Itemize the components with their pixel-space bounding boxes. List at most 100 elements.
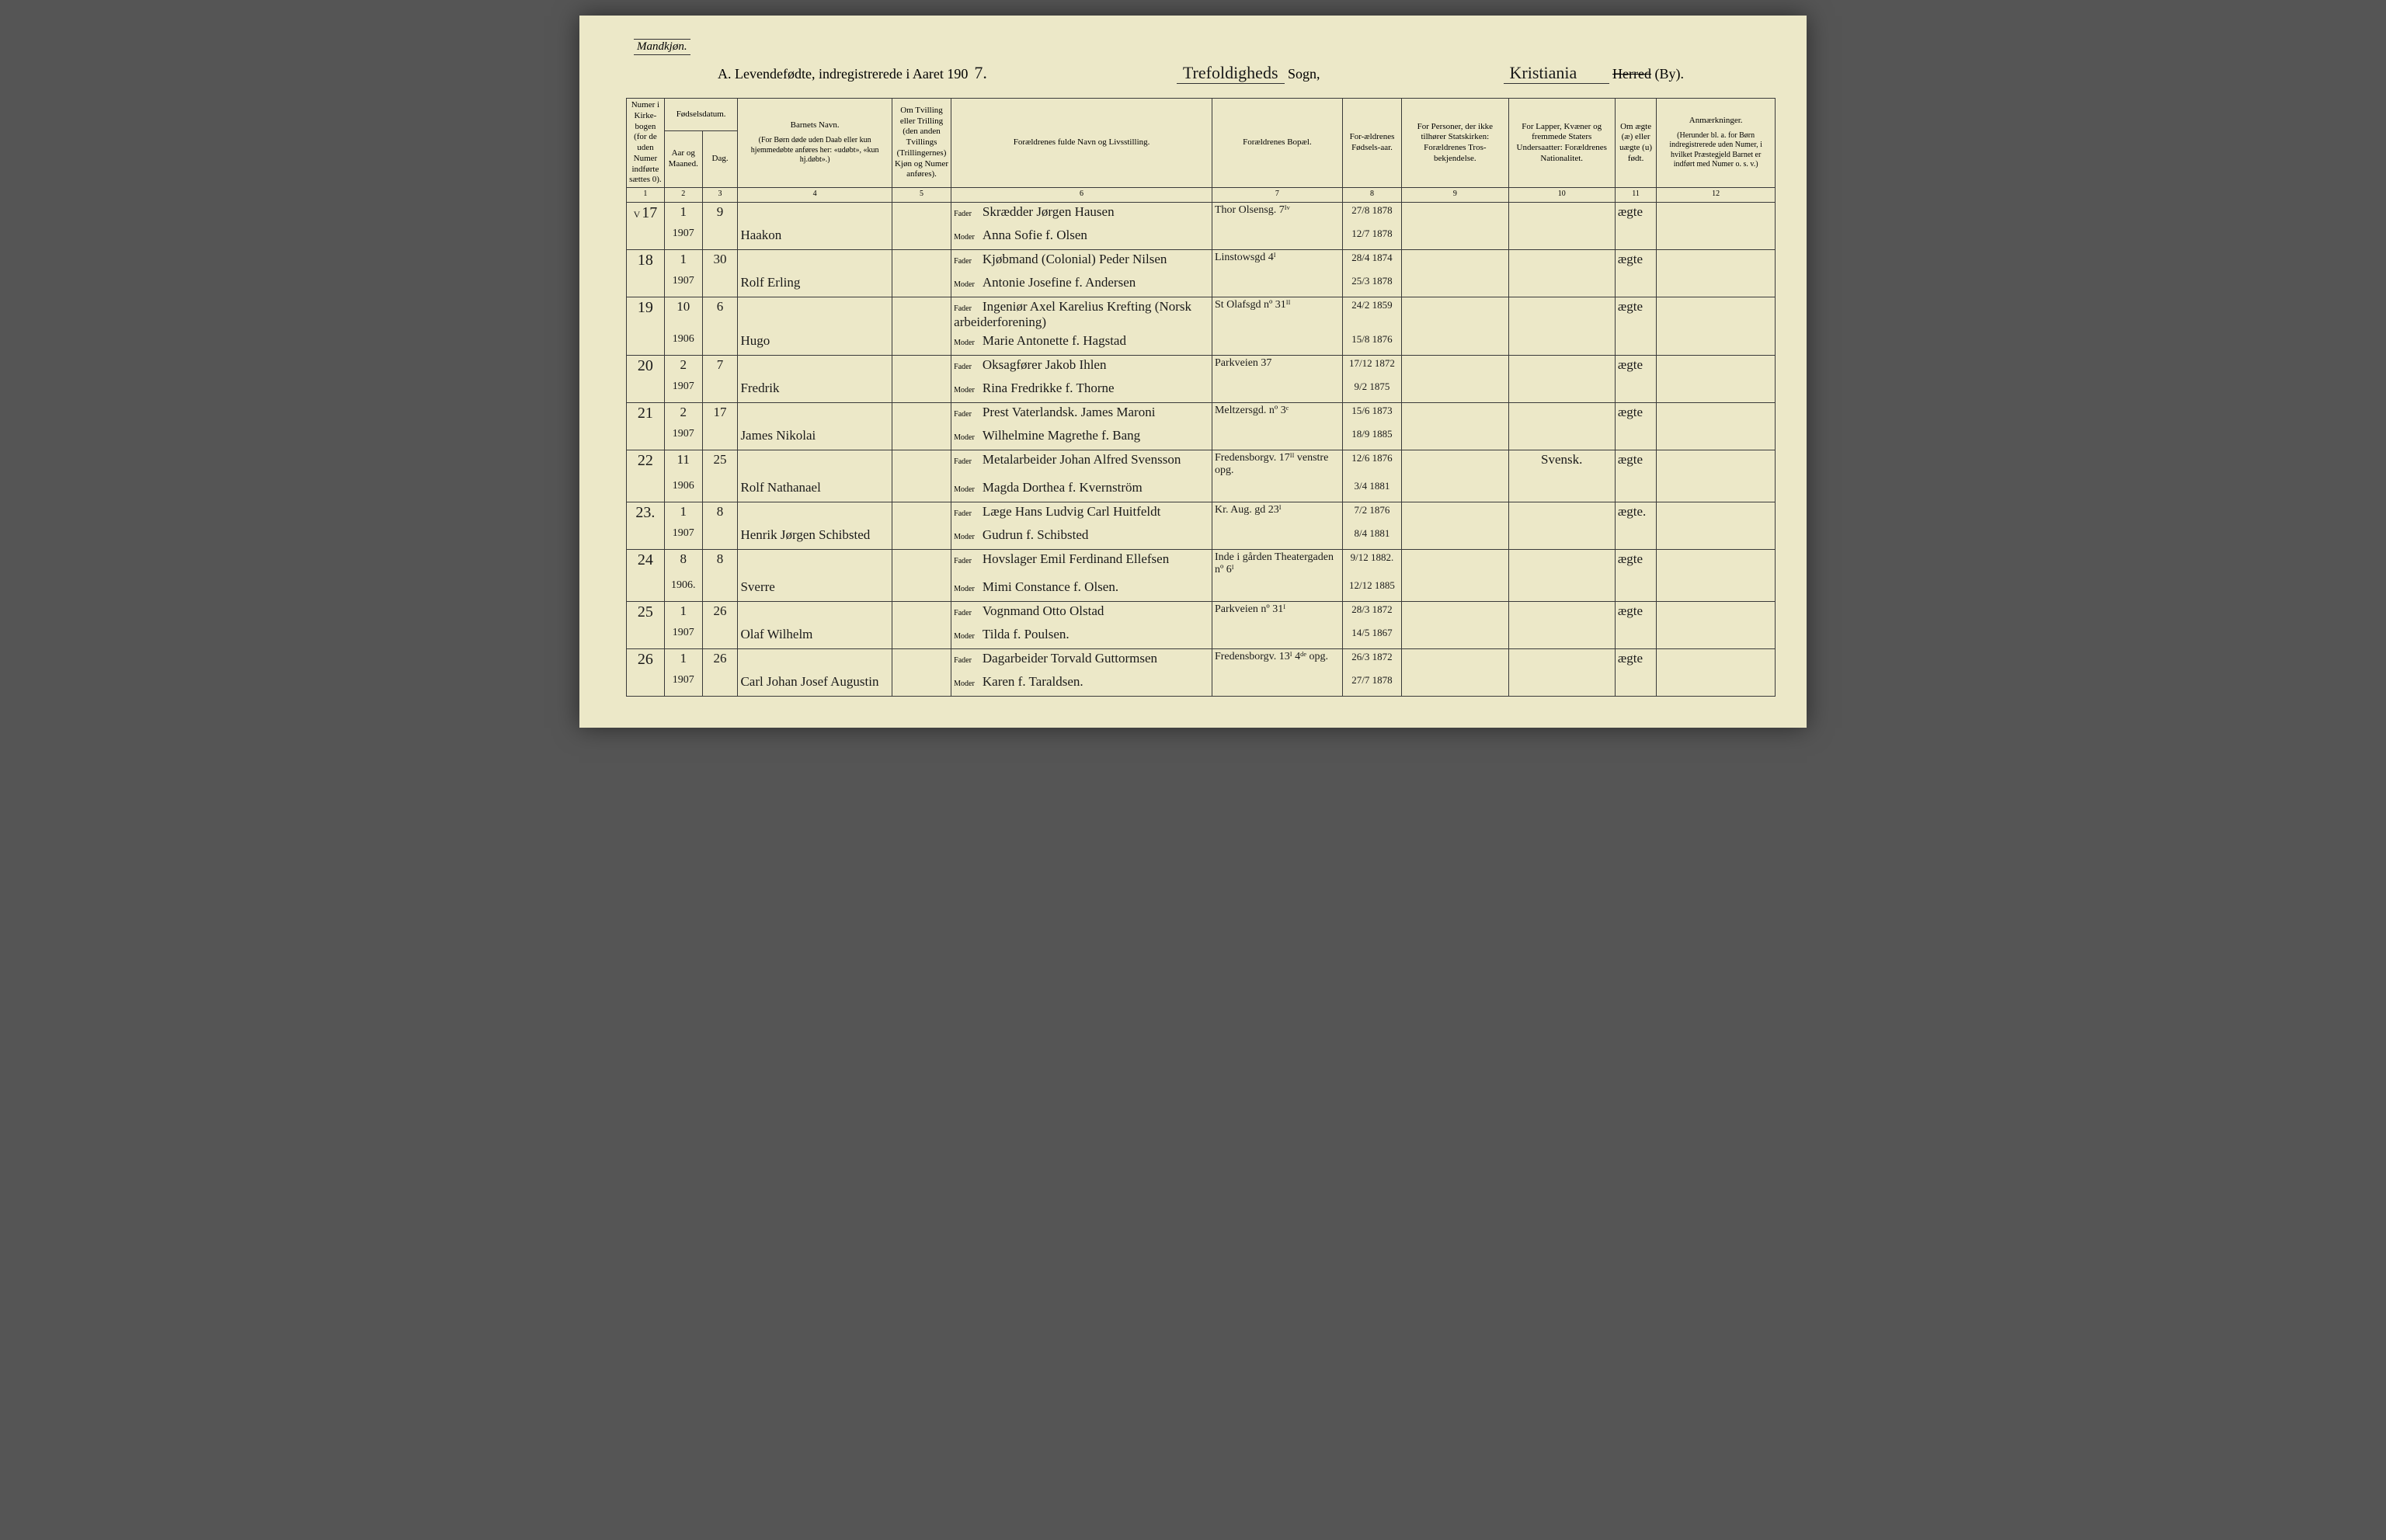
entry-aegte: ægte (1615, 203, 1656, 227)
col-num: 6 (951, 188, 1212, 203)
entry-mother-year: 25/3 1878 (1342, 273, 1401, 297)
entry-aegte: ægte (1615, 356, 1656, 380)
entry-father-year: 7/2 1876 (1342, 502, 1401, 527)
entry-remarks (1657, 526, 1776, 550)
entry-confession (1402, 379, 1508, 403)
entry-number (627, 426, 665, 450)
entry-twin (892, 673, 951, 697)
entry-confession (1402, 356, 1508, 380)
entry-name (738, 356, 892, 380)
entry-aegte (1615, 673, 1656, 697)
entry-number (627, 379, 665, 403)
entry-bopel (1212, 273, 1342, 297)
col-num: 1 (627, 188, 665, 203)
entry-nationality (1508, 602, 1615, 626)
entry-confession (1402, 478, 1508, 502)
entry-fader: Fader Vognmand Otto Olstad (951, 602, 1212, 626)
gender-label: Mandkjøn. (634, 39, 690, 55)
col-num: 11 (1615, 188, 1656, 203)
entry-mother-year: 15/8 1876 (1342, 332, 1401, 356)
entry-bopel: Parkveien 37 (1212, 356, 1342, 380)
entry-fader: Fader Ingeniør Axel Karelius Krefting (N… (951, 297, 1212, 332)
entry-twin (892, 625, 951, 649)
entry-confession (1402, 226, 1508, 250)
entry-number: 25 (627, 602, 665, 626)
col-header: Barnets Navn. (For Børn døde uden Daab e… (738, 99, 892, 188)
entry-nationality (1508, 273, 1615, 297)
entry-number: 20 (627, 356, 665, 380)
entry-confession (1402, 502, 1508, 527)
entry-moder: Moder Anna Sofie f. Olsen (951, 226, 1212, 250)
entry-name: Carl Johan Josef Augustin (738, 673, 892, 697)
col-num: 3 (702, 188, 738, 203)
entry-remarks (1657, 649, 1776, 673)
entry-year-month: 1 (664, 649, 702, 673)
entry-number (627, 226, 665, 250)
table-row: 26126Fader Dagarbeider Torvald Guttormse… (627, 649, 1776, 673)
entry-nationality: Svensk. (1508, 450, 1615, 479)
entry-aegte: ægte (1615, 649, 1656, 673)
entry-father-year: 24/2 1859 (1342, 297, 1401, 332)
entry-moder: Moder Wilhelmine Magrethe f. Bang (951, 426, 1212, 450)
entry-bopel: Linstowsgd 4ᴵ (1212, 250, 1342, 274)
entry-remarks (1657, 478, 1776, 502)
entry-confession (1402, 526, 1508, 550)
entry-nationality (1508, 203, 1615, 227)
entry-year-month: 11 (664, 450, 702, 479)
entry-nationality (1508, 649, 1615, 673)
entry-moder: Moder Karen f. Taraldsen. (951, 673, 1212, 697)
entry-confession (1402, 332, 1508, 356)
entry-fader: Fader Skrædder Jørgen Hausen (951, 203, 1212, 227)
entry-bopel: Kr. Aug. gd 23ᴵ (1212, 502, 1342, 527)
col-num: 7 (1212, 188, 1342, 203)
entry-name: Fredrik (738, 379, 892, 403)
entry-twin (892, 297, 951, 332)
entry-father-year: 28/4 1874 (1342, 250, 1401, 274)
entry-number (627, 625, 665, 649)
entry-name (738, 602, 892, 626)
entry-nationality (1508, 578, 1615, 602)
entry-bopel: Parkveien nº 31ᴵ (1212, 602, 1342, 626)
entry-confession (1402, 450, 1508, 479)
entry-mother-year: 12/12 1885 (1342, 578, 1401, 602)
entry-remarks (1657, 578, 1776, 602)
col-num: 12 (1657, 188, 1776, 203)
entry-fader: Fader Kjøbmand (Colonial) Peder Nilsen (951, 250, 1212, 274)
herred-label: (By). (1655, 66, 1685, 82)
entry-bopel: Thor Olsensg. 7ᴵᵛ (1212, 203, 1342, 227)
entry-year-month: 1907 (664, 273, 702, 297)
table-row: 19106Fader Ingeniør Axel Karelius Krefti… (627, 297, 1776, 332)
entry-twin (892, 273, 951, 297)
sogn-hand: Trefoldigheds (1177, 63, 1285, 84)
entry-twin (892, 356, 951, 380)
col-num: 8 (1342, 188, 1401, 203)
entry-name (738, 649, 892, 673)
entry-fader: Fader Prest Vaterlandsk. James Maroni (951, 403, 1212, 427)
entry-moder: Moder Rina Fredrikke f. Thorne (951, 379, 1212, 403)
entry-name: Haakon (738, 226, 892, 250)
table-row: 1907Henrik Jørgen SchibstedModer Gudrun … (627, 526, 1776, 550)
entry-mother-year: 27/7 1878 (1342, 673, 1401, 697)
herred-group: Kristiania Herred (By). (1504, 63, 1684, 84)
col-num: 9 (1402, 188, 1508, 203)
entry-remarks (1657, 203, 1776, 227)
entry-year-month: 1907 (664, 226, 702, 250)
entry-name (738, 250, 892, 274)
herred-hand: Kristiania (1504, 63, 1609, 84)
table-row: 23.18Fader Læge Hans Ludvig Carl Huitfel… (627, 502, 1776, 527)
entry-aegte: ægte (1615, 250, 1656, 274)
table-row: 1907 Rolf Erling Moder Antonie Josefine f.… (627, 273, 1776, 297)
table-row: 2488Fader Hovslager Emil Ferdinand Ellef… (627, 550, 1776, 579)
entry-remarks (1657, 273, 1776, 297)
entry-aegte (1615, 526, 1656, 550)
entry-twin (892, 426, 951, 450)
col-header: Anmærkninger. (Herunder bl. a. for Børn … (1657, 99, 1776, 188)
entry-number: 24 (627, 550, 665, 579)
entry-year-month: 1906 (664, 478, 702, 502)
entry-year-month: 1 (664, 250, 702, 274)
entry-moder: Moder Antonie Josefine f. Andersen (951, 273, 1212, 297)
entry-name: Rolf Erling (738, 273, 892, 297)
col-header: Forældrenes Bopæl. (1212, 99, 1342, 188)
entry-number: 21 (627, 403, 665, 427)
entry-mother-year: 9/2 1875 (1342, 379, 1401, 403)
